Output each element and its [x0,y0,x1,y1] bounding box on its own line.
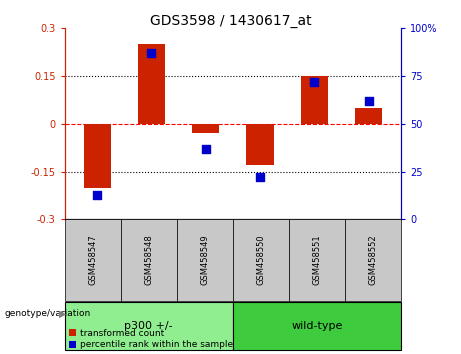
Text: GSM458548: GSM458548 [144,235,153,285]
Bar [301,76,328,124]
Text: p300 +/-: p300 +/- [124,321,173,331]
Point [94,192,101,198]
Bar [83,124,111,188]
Text: GSM458551: GSM458551 [313,235,321,285]
Bar [65,219,121,301]
Point [256,175,264,180]
Bar [121,219,177,301]
Bar [138,44,165,124]
Text: GSM458552: GSM458552 [368,235,378,285]
Point [148,50,155,56]
Text: GDS3598 / 1430617_at: GDS3598 / 1430617_at [150,14,311,28]
Point [311,79,318,85]
Bar [192,124,219,133]
Point [365,98,372,104]
Bar [65,302,233,350]
Text: GSM458547: GSM458547 [88,235,97,285]
Bar [345,219,401,301]
Bar [233,302,401,350]
Text: GSM458549: GSM458549 [200,235,209,285]
Bar [246,124,273,165]
Bar [355,108,382,124]
Point [202,146,209,152]
Text: GSM458550: GSM458550 [256,235,266,285]
Text: wild-type: wild-type [291,321,343,331]
Bar [177,219,233,301]
Text: ▶: ▶ [59,308,66,318]
Bar [289,219,345,301]
Legend: transformed count, percentile rank within the sample: transformed count, percentile rank withi… [69,329,233,349]
Text: genotype/variation: genotype/variation [5,309,91,318]
Bar [233,219,289,301]
